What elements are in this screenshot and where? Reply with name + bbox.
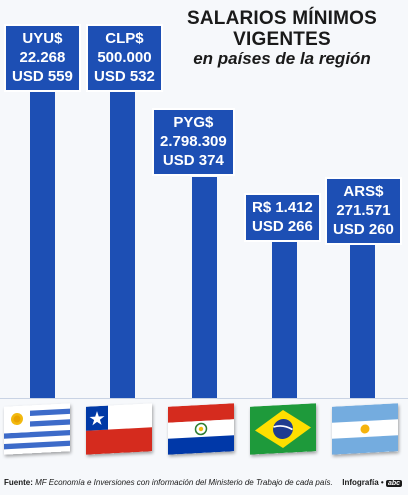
- credit-text: Infografía •: [342, 478, 384, 487]
- label-amount: R$ 1.412: [252, 199, 313, 216]
- bar-argentina: [350, 244, 375, 398]
- label-amount: 2.798.309: [160, 133, 227, 150]
- credit-note: Infografía • abc: [342, 478, 402, 487]
- label-currency: PYG$: [173, 114, 214, 131]
- data-label-brasil: R$ 1.412 USD 266: [244, 193, 321, 242]
- chile-flag-icon: [86, 403, 152, 455]
- abc-logo: abc: [385, 480, 402, 487]
- label-amount: 22.268: [19, 49, 66, 66]
- source-text: MF Economía e Inversiones con informació…: [35, 478, 333, 487]
- label-amount: 500.000: [97, 49, 152, 66]
- label-usd: USD 260: [333, 221, 394, 238]
- argentina-flag-icon: [332, 403, 398, 455]
- source-note: Fuente: MF Economía e Inversiones con in…: [4, 478, 333, 487]
- data-label-paraguay: PYG$ 2.798.309 USD 374: [152, 108, 235, 176]
- chart-subtitle: en países de la región: [193, 49, 371, 68]
- label-currency: CLP$: [105, 30, 144, 47]
- uruguay-flag-icon: [4, 403, 70, 455]
- label-usd: USD 559: [12, 68, 73, 85]
- label-amount: 271.571: [336, 202, 391, 219]
- label-usd: USD 266: [252, 218, 313, 235]
- label-currency: UYU$: [22, 30, 63, 47]
- source-label: Fuente:: [4, 478, 33, 487]
- data-label-chile: CLP$ 500.000 USD 532: [86, 24, 163, 92]
- bar-brasil: [272, 240, 297, 398]
- data-label-argentina: ARS$ 271.571 USD 260: [325, 177, 402, 245]
- data-label-uruguay: UYU$ 22.268 USD 559: [4, 24, 81, 92]
- paraguay-flag-icon: [168, 403, 234, 455]
- bar-chile: [110, 83, 135, 398]
- chart-title-line2: VIGENTES: [233, 29, 331, 50]
- chart-title-line1: SALARIOS MÍNIMOS: [186, 8, 378, 29]
- bar-paraguay: [192, 177, 217, 398]
- chart-baseline: [0, 398, 408, 399]
- bar-uruguay: [30, 68, 55, 398]
- brazil-flag-icon: [250, 403, 316, 455]
- label-currency: ARS$: [343, 183, 384, 200]
- label-usd: USD 532: [94, 68, 155, 85]
- label-usd: USD 374: [162, 152, 224, 169]
